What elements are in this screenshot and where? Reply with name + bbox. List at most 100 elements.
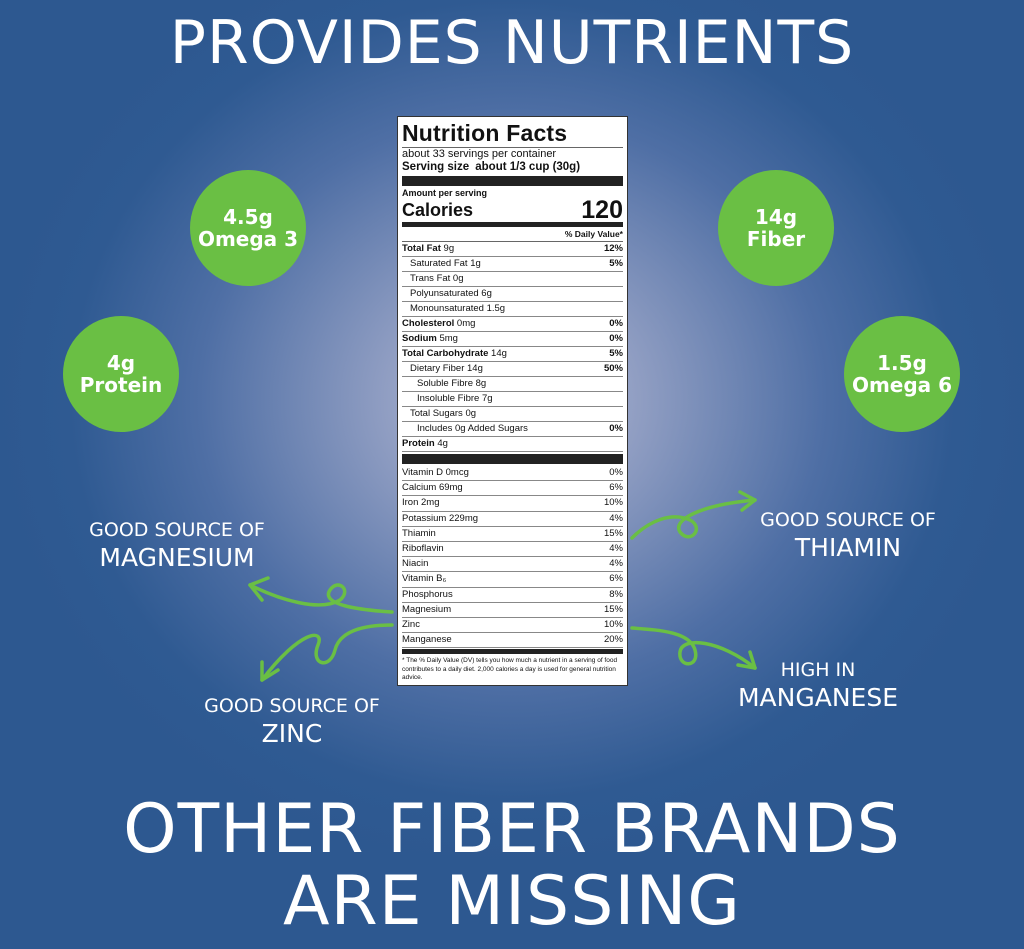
badge-name: Fiber	[746, 227, 806, 251]
vitamin-name: Vitamin D 0mcg	[402, 467, 469, 478]
nutrient-dv: 0%	[609, 423, 623, 434]
nutrient-name: Polyunsaturated 6g	[410, 288, 492, 299]
vitamin-name: Potassium 229mg	[402, 512, 479, 524]
nutrient-dv: 0%	[609, 318, 623, 329]
badge-omega-3: 4.5g Omega 3	[190, 170, 306, 286]
nutrient-row: Dietary Fiber 14g 50%	[402, 362, 623, 377]
nutrient-row: Soluble Fibre 8g	[402, 377, 623, 392]
callout-zinc: GOOD SOURCE OF ZINC	[187, 693, 397, 747]
vitamin-dv: 10%	[603, 497, 623, 509]
arrow-thiamin-icon	[630, 490, 757, 540]
divider	[402, 176, 623, 186]
badge-amount: 14g	[754, 205, 798, 229]
vitamin-row: Riboflavin 4%	[402, 542, 623, 558]
vitamin-row: Vitamin D 0mcg 0%	[402, 466, 623, 482]
headline-bottom-line-2: ARE MISSING	[282, 862, 741, 941]
vitamin-row: Magnesium 15%	[402, 603, 623, 618]
vitamin-name: Vitamin B₆	[402, 573, 447, 585]
nutrient-name: Dietary Fiber 14g	[410, 363, 483, 374]
nutrient-row: Cholesterol 0mg 0%	[402, 317, 623, 332]
callout-magnesium: GOOD SOURCE OF MAGNESIUM	[72, 517, 282, 571]
nutrient-dv: 5%	[609, 258, 623, 269]
vitamin-dv: 20%	[603, 634, 623, 646]
serving-size: Serving size about 1/3 cup (30g)	[402, 161, 623, 174]
nutrient-name: Soluble Fibre 8g	[417, 378, 487, 389]
nutrient-row: Total Carbohydrate 14g 5%	[402, 347, 623, 362]
calories-label: Calories	[402, 200, 474, 220]
callout-small: GOOD SOURCE OF	[760, 509, 936, 531]
servings-per-container: about 33 servings per container	[402, 148, 557, 160]
callout-small: GOOD SOURCE OF	[89, 519, 265, 541]
vitamin-name: Riboflavin	[402, 542, 444, 554]
footnote: * The % Daily Value (DV) tells you how m…	[402, 657, 618, 682]
amount-per-serving: Amount per serving	[402, 188, 488, 198]
vitamin-name: Phosphorus	[402, 588, 453, 600]
callout-thiamin: GOOD SOURCE OF THIAMIN	[743, 507, 953, 561]
nutrient-row: Insoluble Fibre 7g	[402, 392, 623, 407]
nutrient-name: Total Carbohydrate 14g	[402, 348, 507, 359]
nutrient-row: Monounsaturated 1.5g	[402, 302, 623, 317]
vitamin-dv: 0%	[609, 467, 623, 478]
vitamin-row: Niacin 4%	[402, 557, 623, 573]
nutrient-name: Insoluble Fibre 7g	[417, 393, 493, 404]
badge-protein: 4g Protein	[63, 316, 179, 432]
vitamin-row: Calcium 69mg 6%	[402, 481, 623, 497]
calories-value: 120	[581, 196, 623, 224]
nutrient-name: Cholesterol 0mg	[402, 318, 476, 329]
vitamin-name: Iron 2mg	[402, 497, 440, 509]
label-title: Nutrition Facts	[402, 119, 623, 148]
vitamin-row: Iron 2mg 10%	[402, 496, 623, 512]
dv-header: % Daily Value*	[402, 228, 623, 242]
callout-big: MAGNESIUM	[99, 543, 255, 572]
nutrient-row: Trans Fat 0g	[402, 272, 623, 287]
nutrient-dv: 12%	[603, 243, 623, 254]
badge-amount: 4g	[106, 351, 136, 375]
vitamin-name: Zinc	[402, 618, 420, 630]
badge-name: Protein	[79, 373, 163, 397]
headline-top: PROVIDES NUTRIENTS	[169, 8, 855, 78]
badge-omega-6: 1.5g Omega 6	[844, 316, 960, 432]
vitamin-dv: 4%	[609, 542, 623, 554]
callout-big: ZINC	[261, 719, 323, 748]
serving-size-value: about 1/3 cup (30g)	[475, 161, 581, 173]
badge-fiber: 14g Fiber	[718, 170, 834, 286]
callout-small: GOOD SOURCE OF	[204, 695, 380, 717]
callout-big: THIAMIN	[794, 533, 902, 562]
nutrient-name: Saturated Fat 1g	[410, 258, 481, 269]
vitamin-dv: 15%	[603, 603, 623, 615]
arrow-zinc-icon	[260, 623, 394, 682]
nutrient-row: Saturated Fat 1g 5%	[402, 257, 623, 272]
vitamin-row: Thiamin 15%	[402, 527, 623, 542]
callout-big: MANGANESE	[737, 683, 898, 712]
nutrient-row: Sodium 5mg 0%	[402, 332, 623, 347]
serving-size-label: Serving size	[402, 161, 470, 173]
nutrient-row: Total Fat 9g 12%	[402, 242, 623, 257]
nutrient-dv: 0%	[609, 333, 623, 344]
nutrient-name: Sodium 5mg	[402, 333, 458, 344]
nutrient-row: Total Sugars 0g	[402, 407, 623, 422]
headline-bottom-line-1: OTHER FIBER BRANDS	[123, 790, 901, 869]
badge-amount: 1.5g	[877, 351, 927, 375]
vitamin-dv: 8%	[609, 588, 623, 600]
nutrient-name: Includes 0g Added Sugars	[417, 423, 528, 434]
nutrient-name: Total Fat 9g	[402, 243, 455, 254]
vitamin-dv: 4%	[609, 558, 623, 570]
nutrient-row: Protein 4g	[402, 437, 623, 452]
vitamin-row: Potassium 229mg 4%	[402, 512, 623, 527]
nutrition-facts-label: Nutrition Facts about 33 servings per co…	[397, 116, 628, 686]
nutrient-row: Includes 0g Added Sugars 0%	[402, 422, 623, 437]
nutrient-row: Polyunsaturated 6g	[402, 287, 623, 302]
vitamin-row: Manganese 20%	[402, 633, 623, 649]
arrow-manganese-icon	[630, 626, 757, 670]
badge-name: Omega 6	[851, 373, 953, 397]
vitamin-dv: 4%	[609, 512, 623, 524]
vitamin-row: Phosphorus 8%	[402, 588, 623, 603]
vitamin-name: Manganese	[402, 634, 452, 646]
arrow-magnesium-icon	[248, 576, 394, 614]
vitamin-name: Niacin	[402, 558, 429, 570]
nutrient-dv: 50%	[603, 363, 623, 374]
divider	[402, 454, 623, 464]
nutrient-name: Protein 4g	[402, 438, 448, 449]
vitamin-dv: 6%	[609, 573, 623, 585]
